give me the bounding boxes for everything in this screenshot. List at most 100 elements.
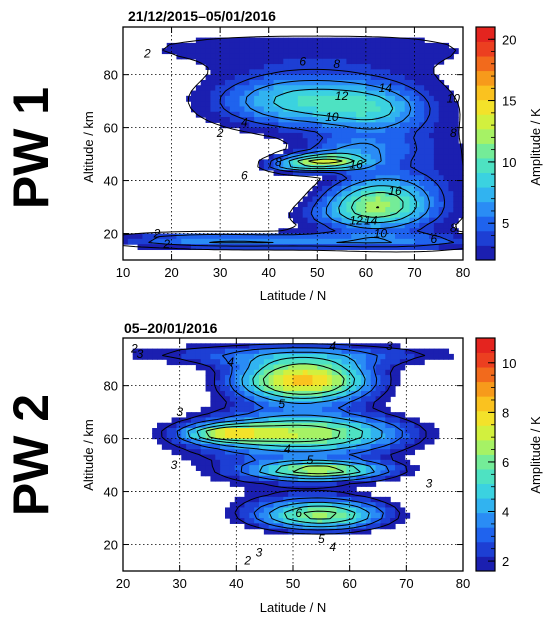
heatmap-cell (210, 343, 216, 350)
colorbar-swatch (476, 439, 495, 455)
heatmap-cell (429, 222, 435, 229)
heatmap-cell (356, 470, 362, 477)
heatmap-cell (370, 175, 377, 182)
heatmap-cell (399, 90, 406, 97)
heatmap-cell (404, 117, 411, 123)
heatmap-cell (395, 106, 401, 113)
heatmap-cell (278, 475, 284, 482)
heatmap-cell (356, 353, 362, 360)
heatmap-cell (370, 159, 377, 166)
heatmap-cell (380, 417, 386, 424)
heatmap-cell (259, 233, 265, 240)
heatmap-cell (283, 159, 289, 166)
heatmap-cell (409, 185, 416, 192)
heatmap-cell (288, 159, 294, 166)
heatmap-cell (307, 443, 314, 450)
heatmap-cell (288, 465, 294, 471)
heatmap-cell (433, 154, 440, 160)
heatmap-cell (254, 502, 260, 509)
heatmap-cell (166, 359, 173, 366)
heatmap-cell (288, 385, 294, 392)
heatmap-cell (438, 138, 445, 145)
heatmap-cell (293, 58, 299, 65)
heatmap-cell (414, 348, 420, 355)
heatmap-cell (259, 353, 265, 360)
heatmap-cell (448, 164, 454, 171)
heatmap-cell (307, 528, 314, 535)
heatmap-cell (380, 117, 386, 123)
heatmap-cell (351, 143, 357, 150)
heatmap-cell (433, 122, 440, 129)
heatmap-cell (249, 470, 255, 477)
heatmap-cell (288, 85, 294, 92)
heatmap-cell (317, 233, 323, 240)
heatmap-cell (244, 390, 250, 397)
heatmap-cell (361, 191, 367, 198)
heatmap-cell (385, 37, 391, 44)
heatmap-cell (283, 396, 289, 403)
heatmap-cell (225, 85, 231, 92)
heatmap-cell (380, 375, 386, 381)
heatmap-cell (331, 191, 338, 198)
heatmap-cell (453, 207, 459, 213)
heatmap-cell (336, 369, 343, 376)
heatmap-cell (249, 417, 255, 424)
heatmap-cell (399, 348, 406, 355)
heatmap-cell (453, 111, 459, 118)
heatmap-cell (458, 164, 464, 171)
colorbar-swatch (476, 483, 495, 499)
heatmap-cell (293, 95, 299, 102)
heatmap-cell (288, 143, 294, 150)
heatmap-cell (205, 117, 212, 123)
heatmap-cell (370, 222, 377, 229)
heatmap-cell (331, 79, 338, 86)
heatmap-cell (268, 449, 275, 456)
heatmap-cell (327, 117, 333, 123)
heatmap-cell (283, 233, 289, 240)
heatmap-cell (263, 454, 270, 461)
heatmap-cell (385, 459, 391, 466)
heatmap-cell (317, 454, 323, 461)
heatmap-cell (336, 169, 343, 176)
heatmap-cell (361, 217, 367, 224)
heatmap-cell (268, 443, 275, 450)
heatmap-cell (297, 90, 304, 97)
heatmap-cell (365, 417, 372, 424)
heatmap-cell (395, 196, 401, 203)
heatmap-cell (293, 233, 299, 240)
heatmap-cell (205, 470, 212, 477)
heatmap-cell (234, 233, 241, 240)
heatmap-cell (419, 148, 425, 155)
heatmap-cell (234, 101, 241, 108)
heatmap-cell (390, 207, 396, 213)
heatmap-cell (239, 42, 246, 49)
heatmap-cell (283, 401, 289, 408)
heatmap-cell (215, 380, 221, 387)
heatmap-cell (229, 454, 236, 461)
heatmap-cell (220, 95, 226, 102)
heatmap-cell (229, 233, 236, 240)
heatmap-cell (225, 475, 231, 482)
heatmap-cell (390, 58, 396, 65)
heatmap-cell (424, 196, 430, 203)
heatmap-cell (283, 228, 289, 235)
heatmap-cell (404, 238, 411, 245)
heatmap-cell (375, 58, 382, 65)
heatmap-cell (409, 201, 416, 208)
heatmap-cell (220, 85, 226, 92)
heatmap-cell (370, 233, 377, 240)
heatmap-cell (259, 496, 265, 503)
heatmap-cell (293, 512, 299, 519)
heatmap-cell (244, 85, 250, 92)
heatmap-cell (225, 470, 231, 477)
heatmap-cell (268, 470, 275, 477)
heatmap-cell (259, 101, 265, 108)
heatmap-cell (380, 169, 386, 176)
heatmap-cell (293, 159, 299, 166)
heatmap-cell (229, 390, 236, 397)
heatmap-cell (331, 385, 338, 392)
heatmap-cell (399, 449, 406, 456)
heatmap-cell (307, 117, 314, 123)
heatmap-cell (380, 69, 386, 76)
